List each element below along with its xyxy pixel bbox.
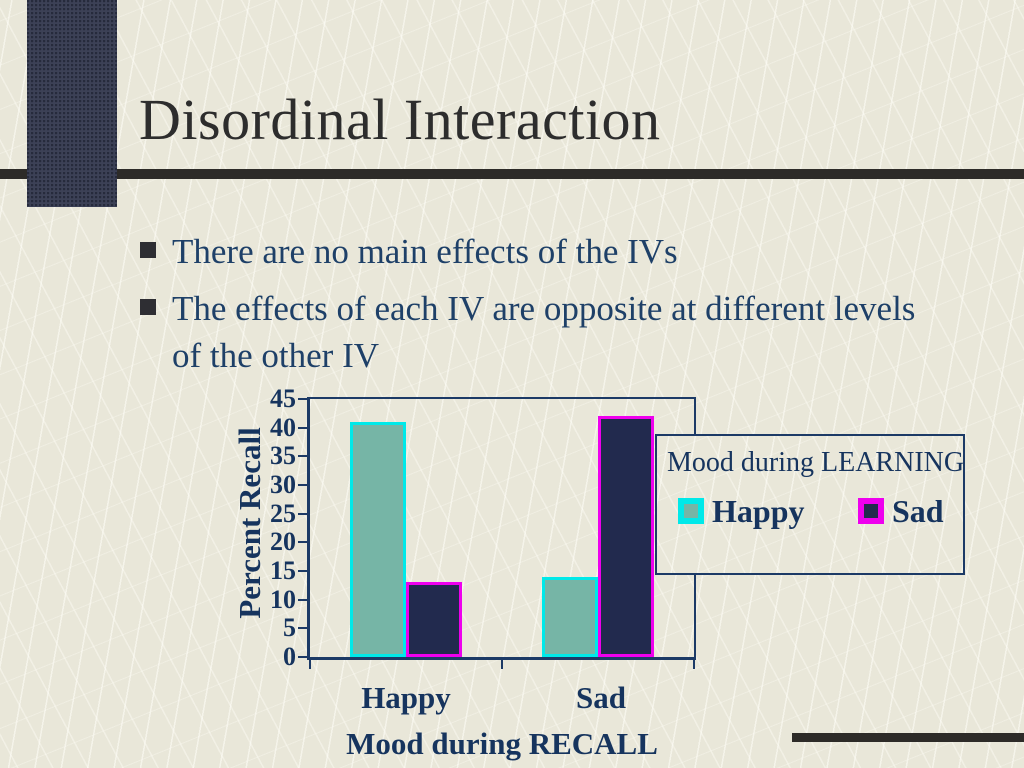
legend-label-sad: Sad [892,493,944,529]
y-tick-mark [298,656,307,658]
y-tick-mark [298,627,307,630]
bullet-square-icon [140,299,156,315]
accent-bar-decoration [27,0,117,207]
list-item: The effects of each IV are opposite at d… [140,285,930,379]
bottom-right-rule [792,733,1024,742]
y-tick-mark [298,455,307,458]
y-tick-mark [298,426,307,429]
page-title: Disordinal Interaction [139,87,661,152]
x-tick-mark [309,660,311,669]
y-tick-label: 40 [270,412,296,442]
legend-item-happy: Happy [678,490,804,532]
title-divider-rule [0,169,1024,179]
bullet-square-icon [140,242,156,258]
x-tick-mark [693,660,695,669]
x-category-label-sad: Sad [576,680,626,715]
y-tick-mark [298,398,307,400]
legend-swatch-sad-icon [858,498,884,524]
y-tick-mark [298,570,307,572]
legend-item-sad: Sad [858,490,944,532]
y-tick-label: 45 [270,384,296,413]
y-tick-mark [298,541,307,544]
y-tick-label: 15 [270,556,296,585]
chart-legend: Mood during LEARNING Happy Sad [655,434,965,575]
y-tick-mark [298,512,307,515]
y-tick-label: 10 [270,584,296,614]
legend-row: Happy Sad [657,490,963,536]
legend-swatch-happy-icon [678,498,704,524]
x-category-label-happy: Happy [361,680,451,715]
bar-happy-sad [406,582,462,657]
y-tick-label: 30 [270,470,296,499]
y-tick-mark [298,484,307,486]
y-tick-label: 25 [270,498,296,528]
y-tick-mark [298,598,307,601]
legend-label-happy: Happy [712,493,805,529]
plot-area [307,397,696,660]
bar-happy-happy [350,421,406,657]
y-tick-label: 0 [283,642,296,671]
list-item: There are no main effects of the IVs [140,228,930,275]
bullet-text: There are no main effects of the IVs [172,232,678,271]
y-tick-label: 35 [270,441,296,471]
bullet-list: There are no main effects of the IVs The… [140,228,930,389]
bar-sad-sad [598,416,654,657]
x-axis-title: Mood during RECALL [346,726,658,761]
bar-sad-happy [542,576,598,657]
x-tick-mark [501,660,503,669]
bullet-text: The effects of each IV are opposite at d… [172,289,916,375]
y-tick-label: 20 [270,527,296,557]
legend-title: Mood during LEARNING [667,447,965,478]
y-tick-label: 5 [283,613,296,643]
